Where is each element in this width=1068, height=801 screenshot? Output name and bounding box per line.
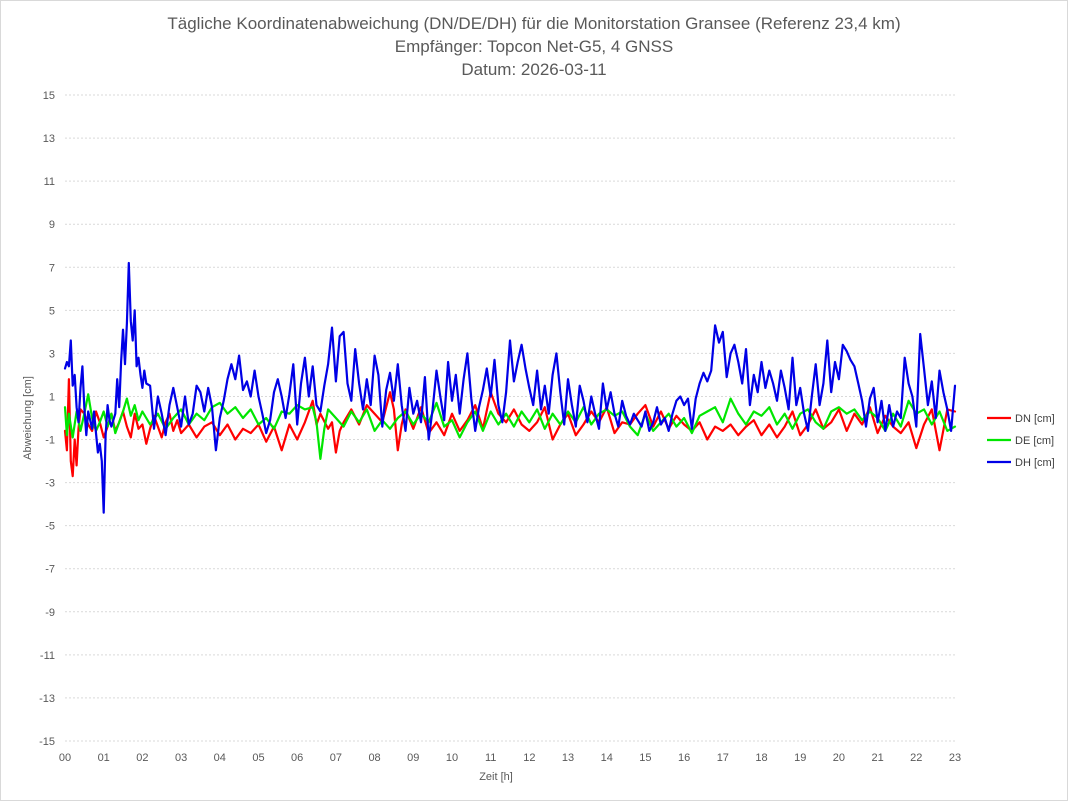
- legend-label-de: DE [cm]: [1015, 435, 1054, 447]
- y-tick-label: 13: [43, 133, 55, 145]
- chart-title-line-3: Datum: 2026-03-11: [461, 60, 606, 79]
- x-tick-label: 16: [678, 752, 690, 764]
- x-tick-label: 20: [833, 752, 845, 764]
- gridlines: [65, 94, 955, 742]
- series-line-de: [63, 393, 957, 460]
- y-tick-label: -3: [45, 478, 55, 490]
- y-tick-label: -15: [39, 736, 55, 748]
- x-axis-label: Zeit [h]: [479, 771, 513, 783]
- legend-label-dh: DH [cm]: [1015, 457, 1055, 469]
- x-tick-label: 06: [291, 752, 303, 764]
- x-tick-label: 17: [717, 752, 729, 764]
- x-tick-label: 09: [407, 752, 419, 764]
- y-tick-label: -5: [45, 521, 55, 533]
- y-tick-label: 7: [49, 262, 55, 274]
- x-tick-label: 08: [368, 752, 380, 764]
- x-tick-label: 21: [871, 752, 883, 764]
- y-tick-label: -11: [40, 650, 55, 662]
- y-axis-label: Abweichung [cm]: [22, 376, 34, 460]
- y-tick-label: 3: [49, 348, 55, 360]
- y-tick-label: -13: [39, 693, 55, 705]
- y-tick-label: 9: [49, 219, 55, 231]
- series-line-dh: [63, 261, 957, 514]
- x-tick-label: 07: [330, 752, 342, 764]
- x-tick-label: 05: [252, 752, 264, 764]
- x-tick-label: 00: [59, 752, 71, 764]
- x-tick-label: 14: [601, 752, 613, 764]
- x-tick-label: 22: [910, 752, 922, 764]
- x-tick-label: 01: [98, 752, 110, 764]
- y-tick-label: -1: [45, 435, 55, 447]
- x-tick-label: 13: [562, 752, 574, 764]
- x-tick-label: 12: [523, 752, 535, 764]
- x-tick-label: 15: [639, 752, 651, 764]
- y-axis-ticks: 15 13 11 9 7 5 3 1 -1 -3 -5 -7 -9 -11 -13 -15: [39, 90, 55, 748]
- legend: DN [cm] DE [cm] DH [cm]: [987, 413, 1055, 469]
- x-tick-label: 23: [949, 752, 961, 764]
- y-tick-label: 1: [49, 391, 55, 403]
- x-tick-label: 02: [136, 752, 148, 764]
- x-tick-label: 19: [794, 752, 806, 764]
- y-tick-label: 15: [43, 90, 55, 102]
- y-tick-label: 11: [44, 176, 55, 188]
- chart-title-line-1: Tägliche Koordinatenabweichung (DN/DE/DH…: [167, 14, 900, 33]
- chart-title-line-2: Empfänger: Topcon Net-G5, 4 GNSS: [395, 37, 673, 56]
- y-tick-label: -7: [45, 564, 55, 576]
- x-tick-label: 04: [214, 752, 226, 764]
- x-tick-label: 03: [175, 752, 187, 764]
- y-tick-label: -9: [45, 607, 55, 619]
- legend-label-dn: DN [cm]: [1015, 413, 1055, 425]
- x-tick-label: 11: [485, 752, 496, 764]
- x-tick-label: 10: [446, 752, 458, 764]
- series-lines: [63, 261, 957, 514]
- y-tick-label: 5: [49, 305, 55, 317]
- x-tick-label: 18: [755, 752, 767, 764]
- x-axis-ticks: 00 01 02 03 04 05 06 07 08 09 10 11 12 13 14 15 16 17 18 19…: [59, 752, 961, 764]
